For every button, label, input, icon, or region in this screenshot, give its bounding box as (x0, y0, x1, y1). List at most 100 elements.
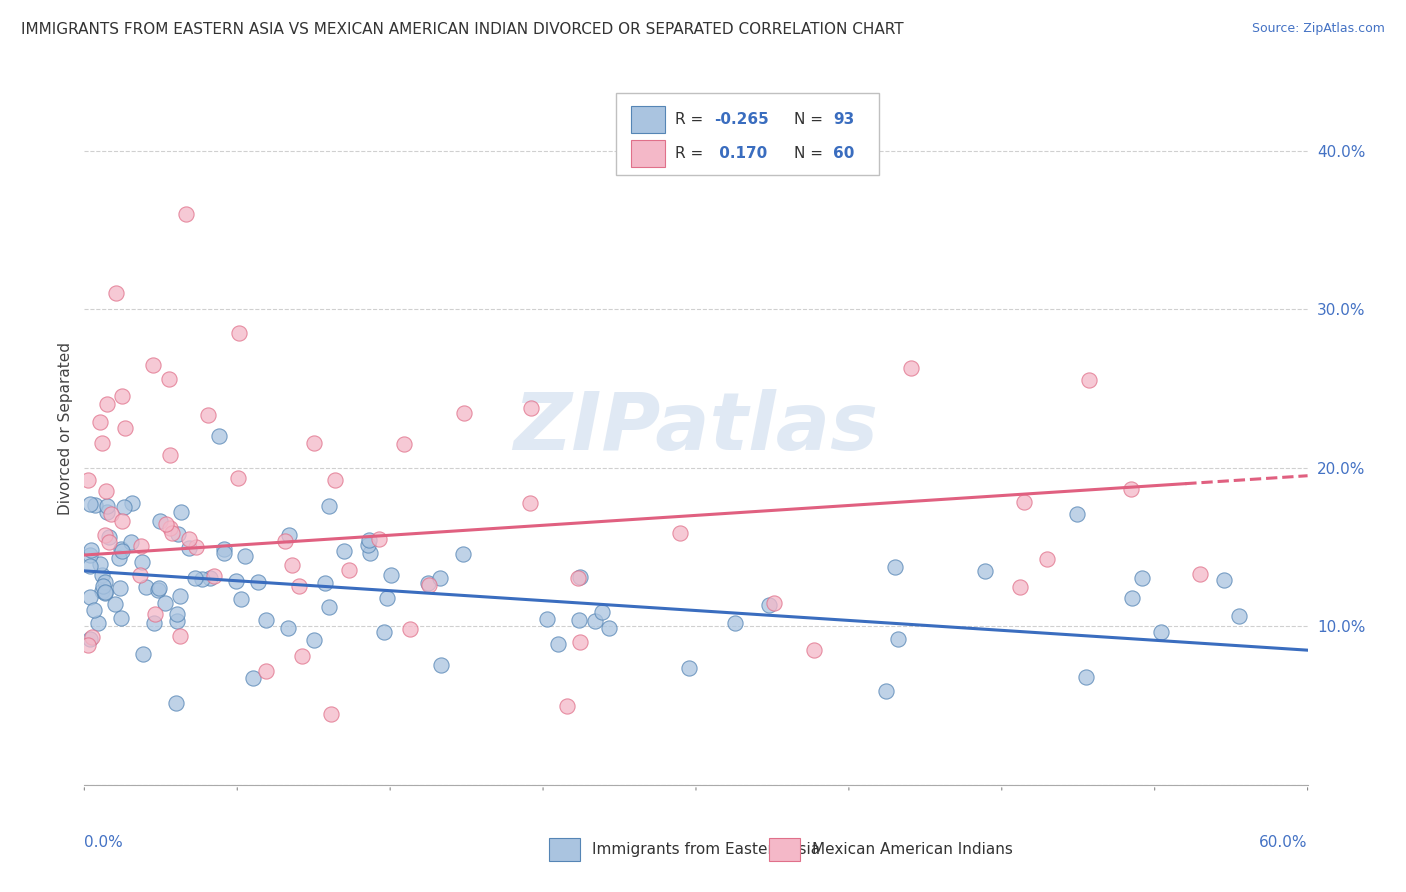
Point (318, 499, 340, 513)
Point (143, 615, 166, 630)
Point (167, 527, 190, 541)
Text: Immigrants from Eastern Asia: Immigrants from Eastern Asia (592, 842, 820, 856)
Point (377, 591, 399, 606)
Point (277, 621, 299, 635)
Point (170, 505, 193, 519)
Point (1150, 625, 1173, 640)
FancyBboxPatch shape (550, 838, 579, 861)
Point (399, 622, 422, 636)
Text: 0.0%: 0.0% (84, 835, 124, 850)
Point (184, 571, 207, 585)
Point (146, 582, 169, 597)
Point (291, 648, 314, 663)
Point (169, 589, 191, 603)
Point (153, 597, 176, 611)
Point (114, 421, 136, 435)
Point (89, 557, 111, 571)
Point (105, 286, 128, 301)
Point (86, 615, 108, 630)
Point (591, 605, 613, 619)
Point (1188, 567, 1211, 582)
Point (110, 542, 132, 557)
Point (319, 706, 342, 721)
Point (875, 684, 897, 698)
Point (247, 574, 270, 589)
Point (83, 602, 105, 616)
Point (159, 521, 181, 535)
Point (77, 639, 100, 653)
Point (758, 598, 780, 612)
Point (89, 416, 111, 430)
Point (274, 533, 297, 548)
Point (762, 596, 785, 610)
Text: Mexican American Indians: Mexican American Indians (813, 842, 1014, 856)
Text: 60.0%: 60.0% (1260, 835, 1308, 850)
Point (142, 358, 165, 372)
Point (174, 207, 197, 221)
Y-axis label: Divorced or Separated: Divorced or Separated (58, 342, 73, 515)
Point (104, 597, 127, 611)
Point (1227, 609, 1250, 624)
Point (110, 611, 132, 625)
Point (96, 484, 118, 499)
Point (157, 372, 180, 386)
Point (568, 570, 591, 584)
Point (318, 600, 340, 615)
Point (111, 389, 134, 403)
Text: 0.170: 0.170 (714, 146, 768, 161)
Point (883, 559, 905, 574)
Point (94, 585, 117, 599)
Point (555, 698, 578, 713)
Text: Source: ZipAtlas.com: Source: ZipAtlas.com (1251, 22, 1385, 36)
Point (337, 563, 360, 577)
Point (357, 533, 380, 547)
Point (373, 625, 395, 640)
Point (82, 630, 104, 644)
Point (598, 621, 620, 635)
Point (165, 696, 187, 710)
Point (281, 558, 304, 573)
Point (79, 559, 101, 574)
Point (191, 573, 214, 587)
Point (79, 498, 101, 512)
Point (90, 584, 112, 599)
Text: IMMIGRANTS FROM EASTERN ASIA VS MEXICAN AMERICAN INDIAN DIVORCED OR SEPARATED CO: IMMIGRANTS FROM EASTERN ASIA VS MEXICAN … (21, 22, 904, 37)
Point (155, 517, 177, 532)
Text: 93: 93 (832, 112, 855, 128)
Point (803, 643, 825, 657)
Point (1130, 571, 1153, 585)
Point (1074, 670, 1097, 684)
Point (79, 590, 101, 604)
Point (724, 615, 747, 630)
Point (202, 569, 225, 583)
Point (108, 551, 131, 566)
Point (547, 637, 569, 651)
Point (288, 579, 311, 593)
Point (132, 648, 155, 662)
Point (197, 409, 219, 423)
Point (135, 580, 157, 594)
Point (96, 397, 118, 411)
Point (1036, 552, 1059, 566)
Point (77, 473, 100, 487)
Point (583, 615, 606, 629)
Point (323, 473, 346, 487)
Point (108, 581, 131, 595)
Point (225, 574, 247, 588)
Point (94, 575, 117, 590)
Point (91, 435, 114, 450)
Point (314, 575, 336, 590)
Point (128, 568, 150, 582)
Point (416, 576, 439, 591)
Point (568, 635, 591, 649)
Point (254, 664, 277, 678)
Point (143, 607, 166, 622)
Point (231, 591, 253, 606)
Point (430, 658, 453, 673)
Point (668, 526, 690, 541)
Point (169, 629, 191, 643)
Point (100, 507, 122, 521)
Point (278, 527, 301, 541)
Point (429, 571, 451, 585)
Point (166, 607, 188, 621)
